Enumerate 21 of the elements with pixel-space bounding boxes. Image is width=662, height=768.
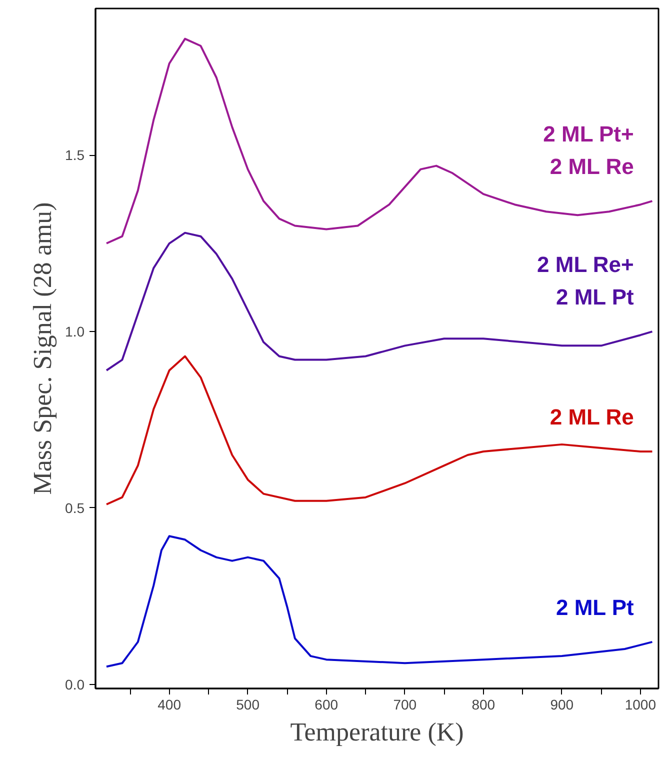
y-tick-label: 1.0 <box>65 324 85 340</box>
x-tick-label: 600 <box>314 696 338 712</box>
y-tick-label: 0.0 <box>65 676 85 692</box>
x-tick-label: 1000 <box>624 696 656 712</box>
y-tick-label: 0.5 <box>65 500 85 516</box>
y-axis-title: Mass Spec. Signal (28 amu) <box>28 202 58 495</box>
line-series <box>105 38 654 244</box>
x-tick-label: 500 <box>236 696 260 712</box>
series-label: 2 ML Pt <box>556 594 634 620</box>
series-label: 2 ML Re <box>550 404 634 430</box>
x-axis-title: Temperature (K) <box>290 718 464 746</box>
line-series <box>105 355 654 506</box>
y-tick-label: 1.5 <box>65 147 85 164</box>
line-series <box>105 535 654 668</box>
series-label: 2 ML Pt+ 2 ML Re <box>543 122 634 180</box>
x-tick-label: 400 <box>158 696 182 712</box>
series-label: 2 ML Re+ 2 ML Pt <box>537 252 634 310</box>
x-tick-label: 700 <box>393 696 417 712</box>
x-tick-label: 900 <box>550 696 574 712</box>
x-tick-label: 800 <box>472 696 496 712</box>
line-series <box>105 232 654 372</box>
